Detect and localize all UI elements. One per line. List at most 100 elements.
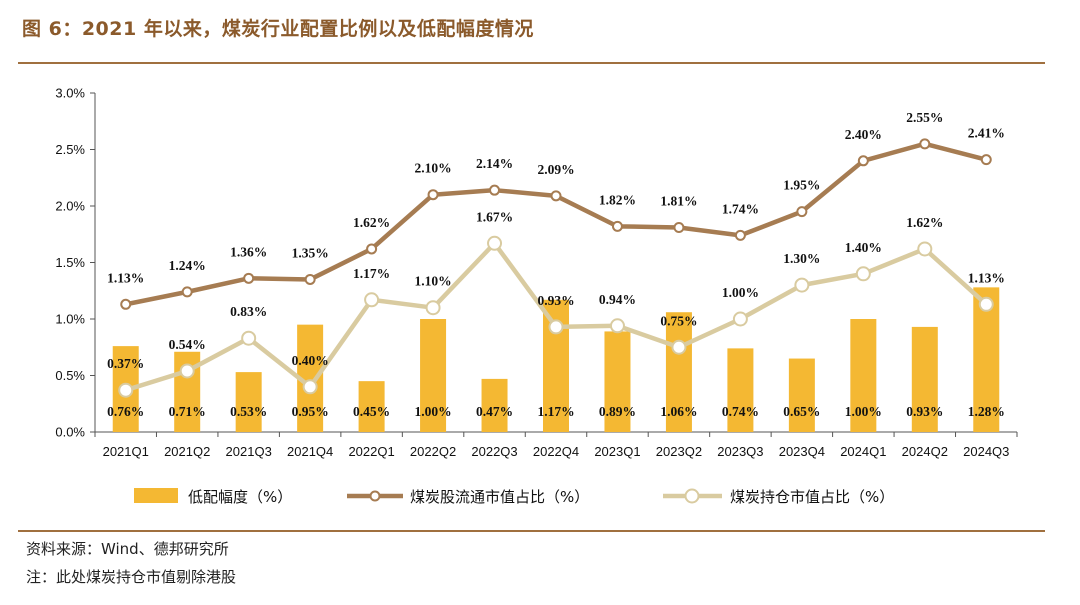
- holding-share-label: 0.94%: [599, 292, 636, 307]
- holding-share-point: [732, 311, 748, 327]
- market-share-point: [550, 190, 562, 202]
- footer-divider: [18, 530, 1045, 532]
- holding-share-point: [364, 292, 380, 308]
- chart: 0.0% 0.5% 1.0% 1.5% 2.0% 2.5% 3.0% 2021Q1 2021Q2…: [55, 86, 1018, 506]
- holding-share-point: [978, 296, 994, 312]
- market-share-point: [181, 286, 193, 298]
- market-share-label: 2.10%: [415, 161, 452, 176]
- market-share-label: 1.82%: [599, 192, 636, 207]
- bar-label: 1.00%: [845, 404, 882, 419]
- holding-share-point: [548, 319, 564, 335]
- y-tick-label: 1.0%: [55, 312, 85, 327]
- market-share-point: [489, 184, 501, 196]
- market-share-point: [243, 272, 255, 284]
- holding-share-point: [671, 339, 687, 355]
- market-share-label: 1.81%: [660, 193, 697, 208]
- holding-share-point: [118, 382, 134, 398]
- legend-bar-swatch: [134, 488, 178, 503]
- bar: [911, 326, 938, 432]
- market-share-point: [304, 273, 316, 285]
- y-tick-label: 3.0%: [55, 86, 85, 101]
- holding-share-label: 0.37%: [107, 356, 144, 371]
- x-tick-label: 2021Q4: [287, 444, 333, 459]
- y-tick-label: 0.5%: [55, 368, 85, 383]
- holding-share-point: [487, 235, 503, 251]
- holding-share-label: 1.10%: [415, 274, 452, 289]
- holding-share-point: [609, 318, 625, 334]
- bar: [850, 319, 877, 432]
- holding-share-label: 1.00%: [722, 285, 759, 300]
- market-share-point: [734, 229, 746, 241]
- market-share-point: [919, 138, 931, 150]
- holding-share-point: [179, 363, 195, 379]
- legend-label: 煤炭股流通市值占比（%）: [410, 488, 589, 506]
- bar-label: 1.00%: [415, 404, 452, 419]
- holding-share-label: 1.67%: [476, 209, 513, 224]
- market-share-label: 1.62%: [353, 215, 390, 230]
- y-tick-label: 0.0%: [55, 425, 85, 440]
- bar: [358, 381, 385, 432]
- bar: [788, 358, 815, 432]
- bar: [481, 378, 508, 432]
- holding-share-label: 0.93%: [537, 293, 574, 308]
- market-share-label: 2.41%: [968, 126, 1005, 141]
- legend-line-marker: [684, 488, 700, 504]
- bar-label: 0.74%: [722, 404, 759, 419]
- holding-share-point: [425, 300, 441, 316]
- holding-share-label: 0.83%: [230, 304, 267, 319]
- holding-share-label: 1.30%: [783, 251, 820, 266]
- holding-share-point: [302, 379, 318, 395]
- page-title: 图 6：2021 年以来，煤炭行业配置比例以及低配幅度情况: [22, 18, 534, 40]
- market-share-label: 1.95%: [783, 178, 820, 193]
- market-share-point: [120, 298, 132, 310]
- holding-share-label: 1.62%: [906, 215, 943, 230]
- y-tick-label: 2.5%: [55, 142, 85, 157]
- legend-line-marker: [369, 490, 381, 502]
- market-share-point: [673, 221, 685, 233]
- bar: [235, 372, 262, 432]
- holding-share-label: 0.75%: [660, 313, 697, 328]
- bar-label: 0.65%: [783, 404, 820, 419]
- holding-share-point: [917, 241, 933, 257]
- y-tick-label: 1.5%: [55, 255, 85, 270]
- holding-share-label: 1.17%: [353, 266, 390, 281]
- market-share-label: 1.36%: [230, 244, 267, 259]
- market-share-point: [366, 243, 378, 255]
- y-tick-label: 2.0%: [55, 199, 85, 214]
- market-share-label: 1.35%: [292, 245, 329, 260]
- legend-label: 煤炭持仓市值占比（%）: [730, 488, 894, 506]
- market-share-label: 2.09%: [537, 162, 574, 177]
- x-tick-label: 2023Q1: [594, 444, 640, 459]
- bar: [604, 331, 631, 432]
- holding-share-label: 0.54%: [169, 337, 206, 352]
- x-tick-label: 2022Q2: [410, 444, 456, 459]
- x-tick-label: 2024Q2: [902, 444, 948, 459]
- x-tick-label: 2021Q2: [164, 444, 210, 459]
- bar-label: 0.53%: [230, 404, 267, 419]
- holding-share-point: [241, 330, 257, 346]
- bar-label: 1.06%: [660, 404, 697, 419]
- market-share-label: 2.14%: [476, 156, 513, 171]
- bar-label: 0.89%: [599, 404, 636, 419]
- market-share-point: [427, 189, 439, 201]
- market-share-label: 1.74%: [722, 201, 759, 216]
- market-share-point: [857, 155, 869, 167]
- market-share-point: [980, 154, 992, 166]
- bar-label: 0.45%: [353, 404, 390, 419]
- bar-label: 0.47%: [476, 404, 513, 419]
- x-tick-label: 2024Q3: [963, 444, 1009, 459]
- x-tick-label: 2023Q2: [656, 444, 702, 459]
- market-share-point: [796, 206, 808, 218]
- x-tick-label: 2023Q4: [779, 444, 825, 459]
- market-share-label: 1.13%: [107, 270, 144, 285]
- holding-share-point: [794, 277, 810, 293]
- holding-share-label: 1.40%: [845, 240, 882, 255]
- title-divider: [18, 62, 1045, 64]
- market-share-label: 1.24%: [169, 258, 206, 273]
- bar-label: 0.71%: [169, 404, 206, 419]
- x-tick-label: 2022Q1: [348, 444, 394, 459]
- bar: [727, 348, 754, 432]
- bar-label: 1.28%: [968, 404, 1005, 419]
- x-tick-label: 2023Q3: [717, 444, 763, 459]
- footnote: 注：此处煤炭持仓市值剔除港股: [26, 568, 237, 586]
